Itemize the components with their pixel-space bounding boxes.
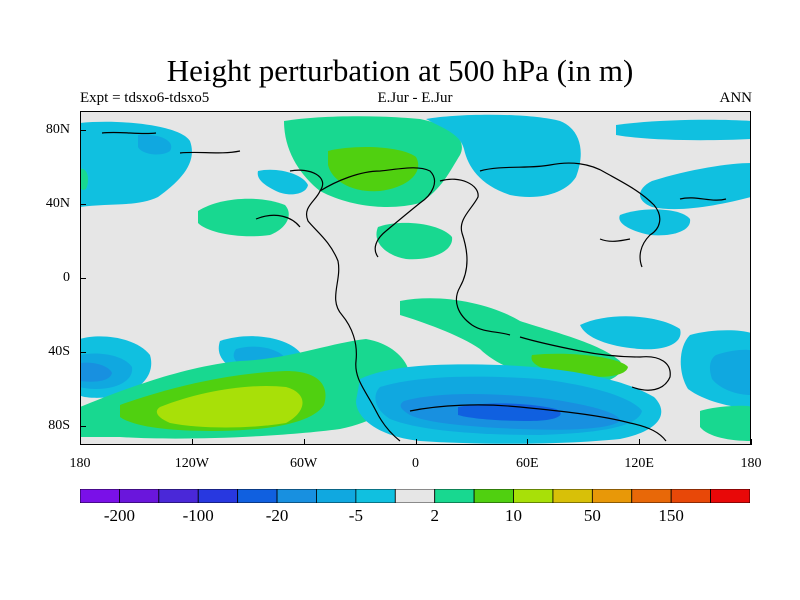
- contour-pos-westedge: [80, 168, 88, 190]
- colorbar-box: [552, 489, 593, 503]
- colorbar-box: [394, 489, 436, 503]
- colorbar-label: 50: [583, 506, 601, 525]
- contour-pos-southpacific-core: [156, 385, 303, 428]
- y-tick-label: 80N: [45, 121, 70, 137]
- contour-neg-nepacific: [640, 163, 751, 210]
- x-tick-label: 180: [740, 456, 762, 471]
- subtitle-left: Expt = tdsxo6-tdsxo5: [80, 90, 210, 106]
- x-tick-label: 60E: [516, 456, 539, 471]
- colorbar: [80, 489, 750, 503]
- colorbar-box: [513, 489, 554, 503]
- map-panel: [80, 111, 751, 445]
- colorbar-label: -5: [348, 506, 363, 525]
- colorbar-box: [197, 489, 239, 503]
- x-tick-mark: [416, 439, 417, 445]
- contour-pos-nafrica: [376, 222, 453, 260]
- contour-neg-alaska: [257, 169, 308, 195]
- colorbar-label: -200: [103, 506, 135, 525]
- contour-neg-eastasia: [619, 209, 691, 236]
- x-tick-label: 60W: [290, 456, 318, 471]
- x-tick-mark: [527, 439, 528, 445]
- x-tick-mark: [639, 439, 640, 445]
- colorbar-box: [631, 489, 672, 503]
- x-tick-mark: [192, 439, 193, 445]
- contour-neg-southeast-inner: [709, 349, 751, 395]
- contour-neg-northwest-inner: [138, 134, 172, 155]
- y-tick-mark: [80, 352, 86, 353]
- contour-neg-europe: [426, 114, 581, 197]
- colorbar-box: [591, 489, 633, 503]
- contour-pos-atlantic-inner: [328, 147, 419, 192]
- colorbar-box: [473, 489, 514, 503]
- colorbar-box: [316, 489, 357, 503]
- y-tick-mark: [80, 204, 86, 205]
- colorbar-box: [434, 489, 475, 503]
- x-tick-label: 0: [412, 456, 419, 471]
- colorbar-box: [119, 489, 160, 503]
- x-tick-mark: [304, 439, 305, 445]
- colorbar-box: [710, 489, 750, 503]
- x-tick-label: 180: [69, 456, 91, 471]
- y-tick-mark: [80, 278, 86, 279]
- contour-neg-antarctic-deep: [458, 403, 561, 421]
- colorbar-label: 150: [658, 506, 684, 525]
- y-tick-mark: [80, 426, 86, 427]
- colorbar-box: [158, 489, 199, 503]
- colorbar-label: -20: [265, 506, 289, 525]
- subtitle-center: E.Jur - E.Jur: [377, 90, 453, 106]
- colorbar-box: [80, 489, 120, 503]
- y-tick-mark: [80, 130, 86, 131]
- y-tick-label: 0: [63, 270, 70, 285]
- contour-pos-pacific: [198, 198, 289, 237]
- x-tick-mark: [80, 439, 81, 445]
- x-tick-label: 120E: [624, 456, 654, 471]
- colorbar-label: 10: [505, 506, 523, 525]
- colorbar-box: [276, 489, 317, 503]
- map-svg: [80, 111, 751, 445]
- x-tick-label: 120W: [174, 456, 209, 471]
- y-tick-label: 80S: [48, 418, 70, 434]
- colorbar-label: -100: [182, 506, 214, 525]
- contour-neg-ne-arctic: [616, 119, 751, 141]
- coastlines: [101, 131, 727, 442]
- y-tick-label: 40N: [45, 195, 70, 211]
- contour-pos-se-edge: [700, 405, 751, 441]
- subtitle-right: ANN: [719, 90, 753, 106]
- contour-neg-sw-core: [80, 362, 112, 382]
- colorbar-box: [237, 489, 278, 503]
- x-tick-mark: [751, 439, 752, 445]
- colorbar-box: [355, 489, 396, 503]
- colorbar-label: 2: [430, 506, 439, 525]
- plot-title: Height perturbation at 500 hPa (in m): [166, 53, 634, 88]
- colorbar-svg: [80, 489, 750, 503]
- colorbar-box: [670, 489, 711, 503]
- y-tick-label: 40S: [48, 344, 70, 360]
- contour-neg-australia: [580, 316, 681, 350]
